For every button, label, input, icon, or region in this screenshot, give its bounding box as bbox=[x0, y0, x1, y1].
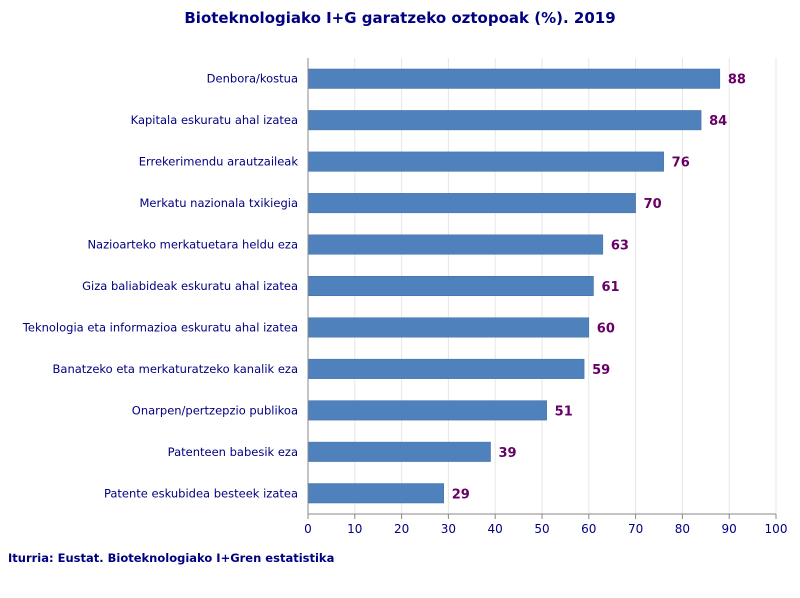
value-label: 63 bbox=[611, 239, 629, 254]
value-label: 76 bbox=[672, 156, 690, 171]
x-tick-label: 10 bbox=[347, 522, 362, 536]
value-label: 59 bbox=[592, 363, 610, 378]
x-tick-label: 60 bbox=[581, 522, 596, 536]
value-label: 61 bbox=[601, 280, 619, 295]
bar bbox=[307, 68, 721, 89]
category-label: Kapitala eskuratu ahal izatea bbox=[131, 113, 298, 127]
bar bbox=[307, 317, 590, 338]
bar bbox=[307, 358, 585, 379]
bar bbox=[307, 151, 664, 172]
category-label: Merkatu nazionala txikiegia bbox=[139, 196, 298, 210]
category-label: Patente eskubidea besteek izatea bbox=[104, 486, 298, 500]
category-label: Banatzeko eta merkaturatzeko kanalik eza bbox=[53, 362, 298, 376]
bars-group bbox=[307, 68, 721, 504]
x-tick-label: 70 bbox=[628, 522, 643, 536]
value-label: 70 bbox=[644, 197, 662, 212]
x-tick-label: 50 bbox=[534, 522, 549, 536]
value-label: 39 bbox=[499, 446, 517, 461]
axes-group: 0 10 20 30 40 50 60 70 80 90 100 Denbora/kostua 88 Ka… bbox=[22, 58, 788, 536]
x-tick-label: 90 bbox=[722, 522, 737, 536]
value-label: 29 bbox=[452, 487, 470, 502]
bar bbox=[307, 483, 444, 504]
category-label: Giza baliabideak eskuratu ahal izatea bbox=[82, 279, 298, 293]
x-tick-label: 20 bbox=[394, 522, 409, 536]
x-tick-label: 30 bbox=[441, 522, 456, 536]
bar bbox=[307, 234, 604, 255]
category-label: Nazioarteko merkatuetara heldu eza bbox=[87, 238, 298, 252]
source-note: Iturria: Eustat. Bioteknologiako I+Gren … bbox=[8, 551, 335, 565]
x-tick-label: 40 bbox=[488, 522, 503, 536]
category-label: Onarpen/pertzepzio publikoa bbox=[132, 403, 298, 417]
chart-title: Bioteknologiako I+G garatzeko oztopoak (… bbox=[184, 9, 616, 27]
category-label: Denbora/kostua bbox=[207, 72, 298, 86]
value-label: 51 bbox=[555, 404, 573, 419]
value-label: 84 bbox=[709, 114, 727, 129]
bar bbox=[307, 400, 547, 421]
category-label: Errekerimendu arautzaileak bbox=[139, 155, 299, 169]
category-label: Teknologia eta informazioa eskuratu ahal… bbox=[22, 320, 298, 334]
x-tick-label: 0 bbox=[304, 522, 312, 536]
bar bbox=[307, 110, 702, 131]
bar bbox=[307, 193, 636, 214]
value-label: 88 bbox=[728, 73, 746, 88]
value-label: 60 bbox=[597, 321, 615, 336]
bar bbox=[307, 441, 491, 462]
bar bbox=[307, 276, 594, 296]
x-tick-label: 80 bbox=[675, 522, 690, 536]
category-label: Patenteen babesik eza bbox=[168, 445, 298, 459]
x-tick-label: 100 bbox=[765, 522, 788, 536]
